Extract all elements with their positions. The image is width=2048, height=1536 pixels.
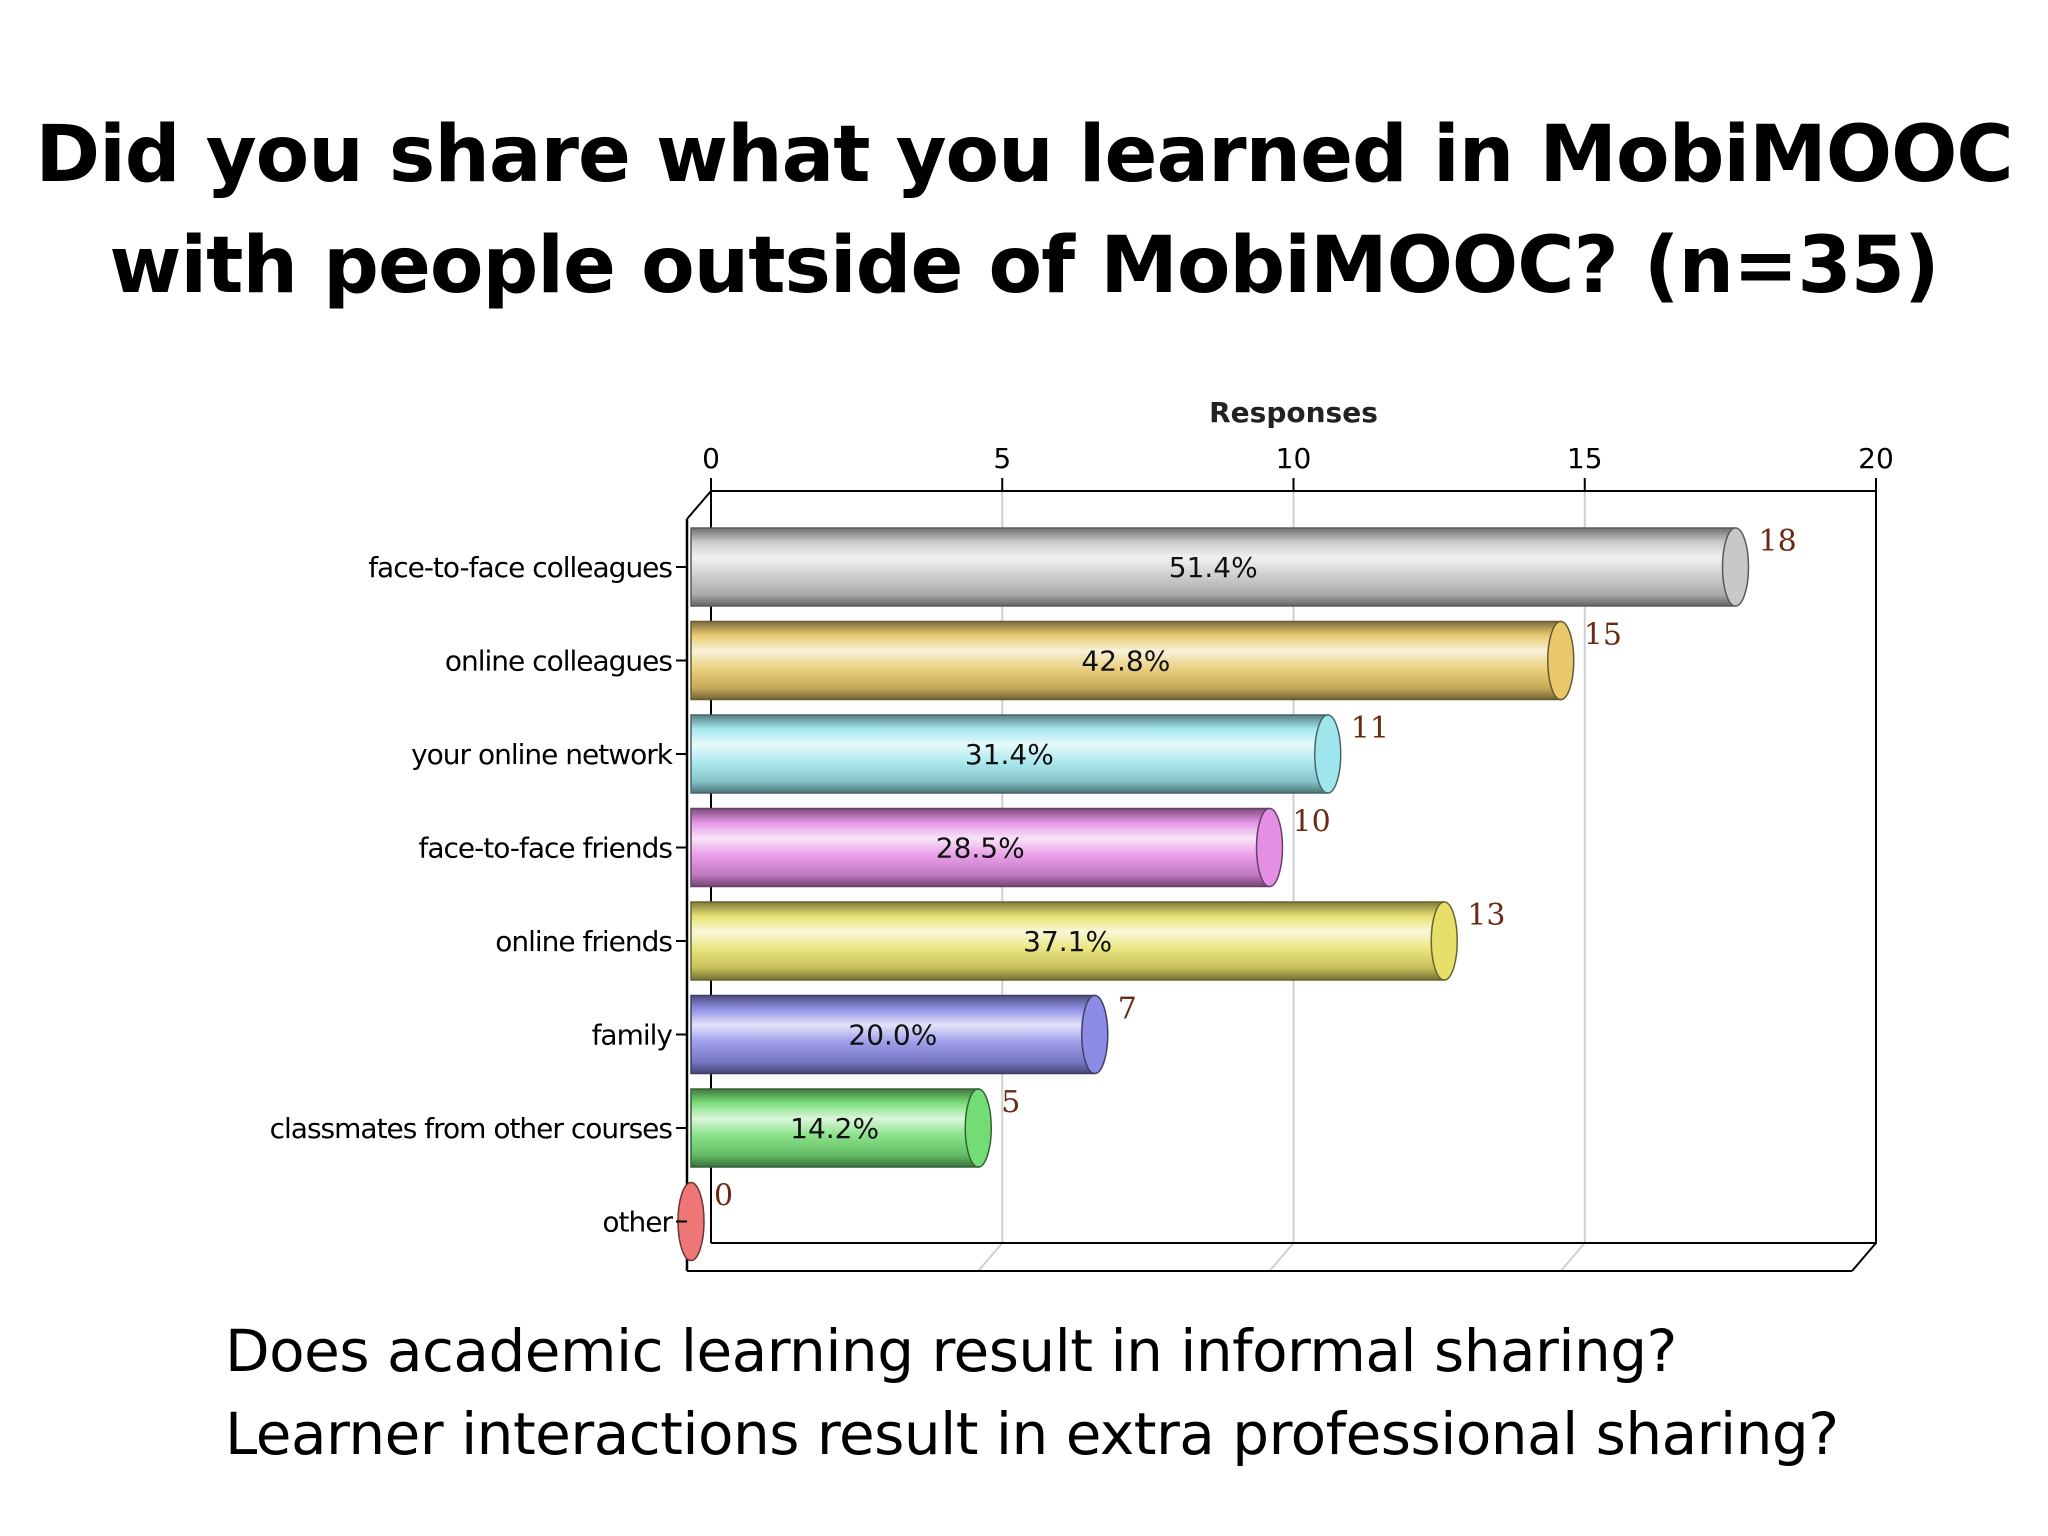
percent-label: 28.5% bbox=[936, 832, 1025, 865]
slide-title: Did you share what you learned in MobiMO… bbox=[0, 100, 2048, 322]
bar-end-cap bbox=[964, 1088, 992, 1168]
value-label: 18 bbox=[1759, 524, 1797, 559]
footer-text: Does academic learning result in informa… bbox=[225, 1310, 1839, 1476]
x-tick-label: 0 bbox=[702, 442, 720, 475]
value-label: 7 bbox=[1118, 992, 1137, 1027]
bar-end-cap bbox=[1430, 901, 1458, 981]
value-label: 10 bbox=[1293, 805, 1331, 840]
value-label: 15 bbox=[1584, 618, 1622, 653]
percent-label: 31.4% bbox=[965, 738, 1054, 771]
footer-line-1: Does academic learning result in informa… bbox=[225, 1317, 1677, 1385]
percent-label: 37.1% bbox=[1023, 925, 1112, 958]
bar-end-cap bbox=[1081, 994, 1109, 1075]
bar bbox=[690, 901, 1445, 981]
category-label: online colleagues bbox=[445, 645, 673, 678]
bar bbox=[690, 527, 1737, 607]
percent-label: 42.8% bbox=[1081, 645, 1170, 678]
chart-edge bbox=[1851, 1242, 1877, 1272]
category-label: online friends bbox=[495, 925, 672, 958]
bar bbox=[690, 807, 1271, 888]
x-axis-title: Responses bbox=[1209, 396, 1378, 429]
title-line-2: with people outside of MobiMOOC? (n=35) bbox=[109, 221, 1939, 311]
value-label: 13 bbox=[1467, 898, 1505, 933]
category-label: face-to-face colleagues bbox=[368, 551, 672, 584]
bar bbox=[690, 1088, 979, 1168]
percent-label: 51.4% bbox=[1169, 551, 1258, 584]
bar-end-cap bbox=[1314, 714, 1342, 794]
gridline-floor bbox=[1268, 1242, 1295, 1272]
percent-label: 20.0% bbox=[848, 1019, 937, 1052]
value-label: 5 bbox=[1001, 1085, 1020, 1120]
x-tick-label: 5 bbox=[993, 442, 1011, 475]
category-label: your online network bbox=[411, 738, 674, 771]
bar-end-cap bbox=[1721, 527, 1750, 607]
gridline-floor bbox=[977, 1242, 1004, 1272]
bar bbox=[690, 994, 1096, 1075]
x-tick-label: 20 bbox=[1858, 442, 1894, 475]
title-line-1: Did you share what you learned in MobiMO… bbox=[35, 110, 2013, 200]
bar bbox=[690, 620, 1562, 701]
bar-end-cap bbox=[1255, 807, 1284, 888]
footer-line-2: Learner interactions result in extra pro… bbox=[225, 1400, 1839, 1468]
category-label: family bbox=[592, 1019, 673, 1052]
chart-edge bbox=[686, 490, 712, 520]
chart-bars bbox=[677, 527, 1750, 1262]
percent-label: 14.2% bbox=[790, 1112, 879, 1145]
bar bbox=[690, 714, 1329, 794]
x-tick-label: 10 bbox=[1276, 442, 1312, 475]
category-label: face-to-face friends bbox=[419, 832, 673, 865]
value-label: 11 bbox=[1351, 711, 1389, 746]
category-label: other bbox=[602, 1206, 673, 1239]
x-tick-label: 15 bbox=[1567, 442, 1603, 475]
category-label: classmates from other courses bbox=[270, 1112, 673, 1145]
value-label: 0 bbox=[714, 1179, 733, 1214]
gridline-floor bbox=[1559, 1242, 1586, 1272]
bar-end-cap bbox=[1547, 620, 1575, 701]
chart-labels: Responses 0 5 10 15 20 face-to-face colleagues… bbox=[270, 396, 1894, 1239]
